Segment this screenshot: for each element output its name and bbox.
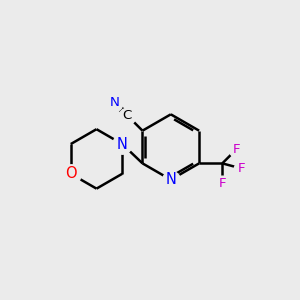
Text: F: F xyxy=(218,177,226,190)
Text: O: O xyxy=(65,166,76,181)
Text: F: F xyxy=(238,162,246,175)
Text: N: N xyxy=(165,172,176,187)
Text: N: N xyxy=(109,96,119,109)
Text: N: N xyxy=(117,136,128,152)
Text: C: C xyxy=(123,109,132,122)
Text: F: F xyxy=(233,142,240,156)
